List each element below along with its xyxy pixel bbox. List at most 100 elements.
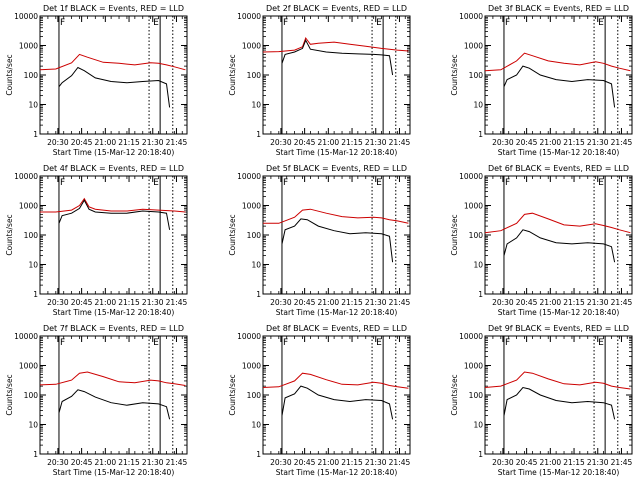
y-tick-label: 10000 (14, 332, 38, 341)
y-tick-label: 10000 (14, 172, 38, 181)
marker-label-e: E (153, 338, 159, 348)
marker-label-e: E (376, 338, 382, 348)
x-tick-label: 21:00 (95, 298, 117, 307)
y-tick-label: 100 (469, 391, 484, 400)
x-axis-label: Start Time (15-Mar-12 20:18:40) (53, 148, 175, 157)
x-tick-label: 21:30 (365, 298, 387, 307)
x-axis-label: Start Time (15-Mar-12 20:18:40) (276, 468, 398, 477)
y-tick-label: 10000 (237, 332, 261, 341)
y-tick-label: 1 (256, 290, 261, 299)
series-line-lld (484, 212, 631, 234)
marker-label-f: F (505, 338, 510, 348)
x-tick-label: 20:45 (71, 458, 93, 467)
series-line-lld (484, 371, 631, 390)
x-tick-label: 21:15 (341, 458, 363, 467)
marker-label-f: F (505, 18, 510, 28)
x-tick-label: 20:45 (71, 298, 93, 307)
series-line-events (503, 386, 616, 420)
marker-label-f: F (283, 178, 288, 188)
x-tick-label: 20:45 (71, 138, 93, 147)
x-tick-label: 21:00 (318, 138, 340, 147)
y-axis-label: Counts/sec (450, 54, 459, 95)
y-tick-label: 1 (33, 130, 38, 139)
x-tick-label: 20:30 (270, 138, 292, 147)
y-axis-label: Counts/sec (450, 214, 459, 255)
y-tick-label: 10 (473, 101, 483, 110)
chart-title: Det 1f BLACK = Events, RED = LLD (43, 4, 184, 13)
marker-label-e: E (376, 178, 382, 188)
y-tick-label: 10000 (237, 172, 261, 181)
x-tick-label: 21:30 (142, 458, 164, 467)
series-line-events (281, 218, 394, 263)
y-tick-label: 10 (251, 261, 261, 270)
x-tick-label: 21:30 (587, 298, 609, 307)
y-tick-label: 10 (473, 421, 483, 430)
y-tick-label: 100 (469, 231, 484, 240)
marker-label-e: E (598, 18, 604, 28)
x-tick-label: 21:45 (389, 458, 411, 467)
marker-label-e: E (153, 178, 159, 188)
y-tick-label: 1000 (19, 42, 38, 51)
y-axis-label: Counts/sec (5, 54, 14, 95)
y-tick-label: 100 (469, 71, 484, 80)
y-tick-label: 10 (473, 261, 483, 270)
y-tick-label: 10 (28, 101, 38, 110)
x-axis-label: Start Time (15-Mar-12 20:18:40) (498, 468, 620, 477)
x-tick-label: 21:00 (318, 458, 340, 467)
chart-panel-5: Det 5f BLACK = Events, RED = LLD 1 10 100 10… (228, 164, 411, 317)
plot-frame (39, 175, 188, 295)
series-line-lld (262, 372, 409, 389)
chart-title: Det 4f BLACK = Events, RED = LLD (43, 164, 184, 173)
y-tick-label: 100 (247, 231, 262, 240)
chart-title: Det 2f BLACK = Events, RED = LLD (266, 4, 407, 13)
plot-frame (262, 175, 411, 295)
series-line-events (503, 65, 616, 108)
x-tick-label: 21:00 (318, 298, 340, 307)
y-tick-label: 1000 (19, 362, 38, 371)
y-tick-label: 10000 (459, 332, 483, 341)
x-tick-label: 21:00 (540, 458, 562, 467)
marker-label-f: F (60, 338, 65, 348)
x-tick-label: 20:45 (516, 138, 538, 147)
plot-frame (39, 335, 188, 455)
chart-title: Det 3f BLACK = Events, RED = LLD (488, 4, 629, 13)
y-tick-label: 10000 (237, 12, 261, 21)
series-line-events (281, 39, 394, 76)
series-line-lld (262, 36, 409, 53)
x-tick-label: 20:30 (492, 298, 514, 307)
chart-panel-6: Det 6f BLACK = Events, RED = LLD 1 10 100 10… (450, 164, 633, 317)
x-tick-label: 21:45 (611, 138, 633, 147)
x-tick-label: 21:30 (142, 298, 164, 307)
x-tick-label: 21:00 (540, 298, 562, 307)
y-axis-label: Counts/sec (228, 214, 237, 255)
y-tick-label: 100 (247, 391, 262, 400)
y-tick-label: 1000 (242, 362, 261, 371)
x-axis-label: Start Time (15-Mar-12 20:18:40) (276, 308, 398, 317)
plot-frame (484, 175, 633, 295)
chart-title: Det 7f BLACK = Events, RED = LLD (43, 324, 184, 333)
x-tick-label: 21:15 (341, 298, 363, 307)
marker-label-e: E (376, 18, 382, 28)
marker-label-f: F (60, 18, 65, 28)
y-tick-label: 10 (28, 261, 38, 270)
marker-label-e: E (153, 18, 159, 28)
series-line-lld (484, 52, 631, 72)
x-tick-label: 21:00 (95, 138, 117, 147)
x-tick-label: 21:30 (587, 138, 609, 147)
y-tick-label: 10 (28, 421, 38, 430)
chart-panel-8: Det 8f BLACK = Events, RED = LLD 1 10 100 10… (228, 324, 411, 477)
chart-title: Det 5f BLACK = Events, RED = LLD (266, 164, 407, 173)
plot-frame (484, 335, 633, 455)
x-axis-label: Start Time (15-Mar-12 20:18:40) (53, 308, 175, 317)
chart-title: Det 6f BLACK = Events, RED = LLD (488, 164, 629, 173)
y-axis-label: Counts/sec (228, 54, 237, 95)
x-tick-label: 20:30 (270, 298, 292, 307)
series-line-events (281, 385, 394, 420)
x-axis-label: Start Time (15-Mar-12 20:18:40) (276, 148, 398, 157)
x-tick-label: 21:00 (95, 458, 117, 467)
marker-label-f: F (60, 178, 65, 188)
y-tick-label: 1 (478, 290, 483, 299)
y-tick-label: 10000 (459, 12, 483, 21)
y-tick-label: 1000 (242, 202, 261, 211)
